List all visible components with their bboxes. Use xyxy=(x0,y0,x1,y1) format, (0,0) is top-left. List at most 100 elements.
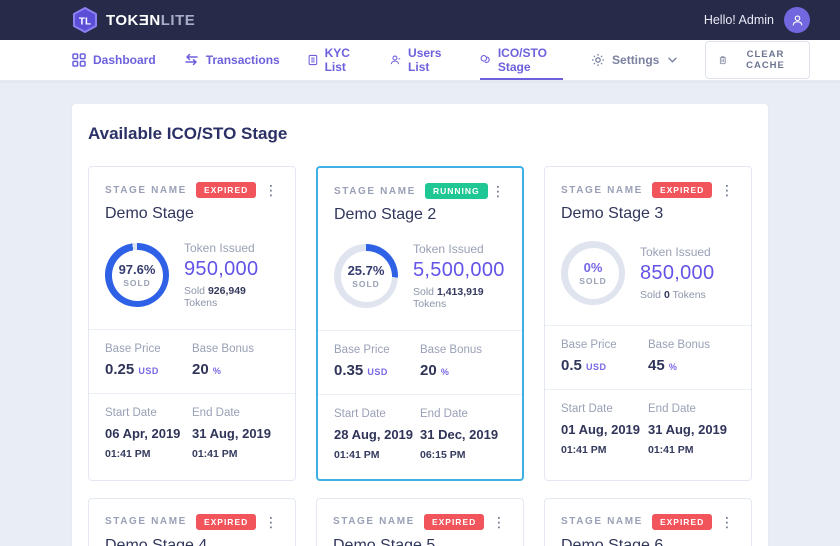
base-price-cell: Base Price 0.5 USD xyxy=(561,339,648,374)
sold-suffix: Tokens xyxy=(184,297,218,309)
nav-label: Settings xyxy=(612,52,660,67)
clear-cache-button[interactable]: CLEAR CACHE xyxy=(705,41,810,79)
sold-tokens-line: Sold 926,949 Tokens xyxy=(184,285,279,309)
end-date-label: End Date xyxy=(420,408,468,420)
dates-section: Start Date 28 Aug, 2019 01:41 PM End Dat… xyxy=(318,394,522,479)
stage-name-label: STAGE NAME xyxy=(334,185,416,197)
end-time: 01:41 PM xyxy=(648,443,694,456)
base-bonus-number: 20 xyxy=(420,362,437,379)
card-header: STAGE NAME EXPIRED ⋮ Demo Stage xyxy=(89,167,295,235)
start-date-cell: Start Date 06 Apr, 2019 01:41 PM xyxy=(105,407,192,463)
token-section: 0% SOLD Token Issued 850,000 Sold 0 Toke… xyxy=(545,235,751,325)
stage-title: Demo Stage 2 xyxy=(334,206,437,223)
card-header: STAGE NAME EXPIRED ⋮ Demo Stage 4 xyxy=(89,499,295,546)
stage-panel: Available ICO/STO Stage STAGE NAME EXPIR… xyxy=(72,104,768,546)
end-date-label: End Date xyxy=(648,403,696,415)
sold-percent: 0% xyxy=(583,260,603,275)
end-date: 31 Dec, 2019 xyxy=(420,427,499,442)
base-price-value: 0.35 USD xyxy=(334,362,420,379)
price-section: Base Price 0.25 USD Base Bonus 20 % xyxy=(89,329,295,393)
nav-item-settings[interactable]: Settings xyxy=(591,40,678,80)
stage-name-label: STAGE NAME xyxy=(105,184,187,196)
nav-item-dashboard[interactable]: Dashboard xyxy=(72,40,156,80)
base-bonus-cell: Base Bonus 45 % xyxy=(648,339,735,374)
page-title: Available ICO/STO Stage xyxy=(88,124,288,143)
user-avatar[interactable] xyxy=(784,7,810,33)
token-section: 25.7% SOLD Token Issued 5,500,000 Sold 1… xyxy=(318,236,522,330)
end-time: 01:41 PM xyxy=(192,447,238,460)
sold-percent: 25.7% xyxy=(347,263,385,278)
start-time: 01:41 PM xyxy=(561,443,607,456)
kebab-menu-icon[interactable]: ⋮ xyxy=(264,513,278,530)
stage-card: STAGE NAME EXPIRED ⋮ Demo Stage 5 0% SOL… xyxy=(316,497,524,546)
kebab-menu-icon[interactable]: ⋮ xyxy=(264,182,278,198)
nav-item-users-list[interactable]: Users List xyxy=(390,40,452,80)
base-bonus-unit: % xyxy=(440,367,450,377)
base-bonus-number: 20 xyxy=(192,361,209,378)
start-date: 01 Aug, 2019 xyxy=(561,422,641,437)
grid-icon xyxy=(72,52,86,67)
user-icon xyxy=(391,55,401,64)
stage-name-label: STAGE NAME xyxy=(333,516,415,528)
base-bonus-unit: % xyxy=(668,362,678,372)
nav-label: ICO/STO Stage xyxy=(497,45,547,74)
sold-donut-center: 97.6% SOLD xyxy=(111,249,163,301)
base-bonus-cell: Base Bonus 20 % xyxy=(420,344,506,379)
base-price-unit: USD xyxy=(586,362,607,372)
token-info: Token Issued 950,000 Sold 926,949 Tokens xyxy=(184,241,279,309)
end-time: 06:15 PM xyxy=(420,448,466,461)
end-date-cell: End Date 31 Aug, 2019 01:41 PM xyxy=(192,407,279,463)
sold-value: 1,413,919 xyxy=(436,286,484,298)
end-date-cell: End Date 31 Dec, 2019 06:15 PM xyxy=(420,408,506,464)
nav-item-kyc-list[interactable]: KYC List xyxy=(308,40,363,80)
base-bonus-unit: % xyxy=(212,366,222,376)
kebab-menu-icon[interactable]: ⋮ xyxy=(492,513,506,530)
token-issued-amount: 5,500,000 xyxy=(413,259,505,281)
start-date-label: Start Date xyxy=(105,407,157,419)
base-price-number: 0.25 xyxy=(105,361,135,378)
start-date-value: 01 Aug, 2019 01:41 PM xyxy=(561,421,648,459)
sold-donut-center: 25.7% SOLD xyxy=(340,250,392,302)
status-badge: RUNNING xyxy=(424,183,488,199)
token-issued-amount: 850,000 xyxy=(640,262,715,284)
status-badge: EXPIRED xyxy=(651,513,713,530)
nav-item-transactions[interactable]: Transactions xyxy=(184,40,280,80)
trash-icon xyxy=(720,56,727,65)
token-info: Token Issued 850,000 Sold 0 Tokens xyxy=(640,245,714,301)
end-date-label: End Date xyxy=(192,407,240,419)
document-list-icon xyxy=(308,54,317,65)
card-header: STAGE NAME RUNNING ⋮ Demo Stage 2 xyxy=(318,168,522,236)
token-info: Token Issued 5,500,000 Sold 1,413,919 To… xyxy=(413,242,506,310)
sold-label: SOLD xyxy=(352,279,380,289)
swap-arrows-icon xyxy=(184,53,198,66)
brand[interactable]: TL TOKƎNLITE xyxy=(72,7,195,33)
kebab-menu-icon[interactable]: ⋮ xyxy=(491,183,505,199)
stage-title: Demo Stage 3 xyxy=(561,205,664,222)
sold-donut: 0% SOLD xyxy=(561,241,625,305)
base-bonus-value: 20 % xyxy=(420,362,506,379)
base-price-value: 0.25 USD xyxy=(105,361,192,378)
start-date-value: 06 Apr, 2019 01:41 PM xyxy=(105,425,192,463)
start-date-label: Start Date xyxy=(561,403,613,415)
sold-donut: 97.6% SOLD xyxy=(105,243,169,307)
kebab-menu-icon[interactable]: ⋮ xyxy=(720,182,734,198)
nav-label: KYC List xyxy=(324,45,350,74)
sold-value: 926,949 xyxy=(207,285,246,297)
base-price-unit: USD xyxy=(138,366,159,376)
base-price-number: 0.35 xyxy=(334,362,364,379)
base-price-label: Base Price xyxy=(561,339,617,351)
stage-card: STAGE NAME EXPIRED ⋮ Demo Stage 97.6% SO… xyxy=(88,166,296,481)
kebab-menu-icon[interactable]: ⋮ xyxy=(720,513,734,530)
clear-cache-label: CLEAR CACHE xyxy=(746,49,785,71)
nav-label: Transactions xyxy=(205,52,280,67)
stage-card: STAGE NAME EXPIRED ⋮ Demo Stage 3 0% SOL… xyxy=(544,166,752,481)
end-date-value: 31 Aug, 2019 01:41 PM xyxy=(648,421,735,459)
sold-tokens-line: Sold 1,413,919 Tokens xyxy=(413,286,506,310)
sold-donut: 25.7% SOLD xyxy=(334,244,398,308)
base-price-unit: USD xyxy=(367,367,388,377)
sold-prefix: Sold xyxy=(413,286,435,298)
stage-card: STAGE NAME RUNNING ⋮ Demo Stage 2 25.7% … xyxy=(316,166,524,481)
nav-item-ico-sto-stage[interactable]: ICO/STO Stage xyxy=(480,40,564,80)
dates-section: Start Date 01 Aug, 2019 01:41 PM End Dat… xyxy=(545,389,751,474)
status-badge: EXPIRED xyxy=(195,513,257,530)
